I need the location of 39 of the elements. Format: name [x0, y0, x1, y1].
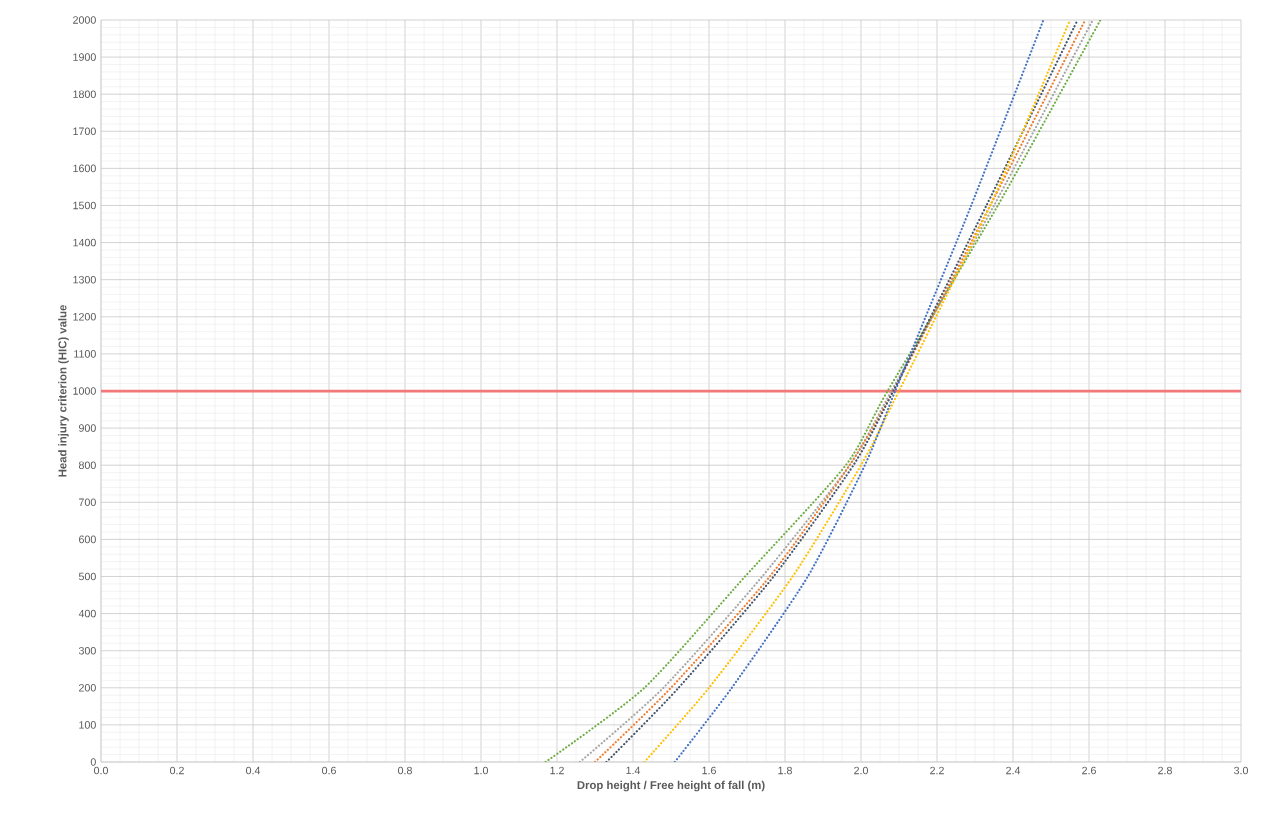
y-tick-label: 1200 — [73, 313, 96, 321]
y-tick-label: 500 — [78, 572, 96, 581]
x-tick-label: 1.8 — [778, 766, 792, 775]
x-tick-label: 1.4 — [626, 766, 641, 775]
x-tick-label: 1.6 — [702, 766, 716, 775]
x-tick-label: 2.2 — [930, 766, 944, 775]
y-tick-label: 2000 — [73, 16, 96, 24]
y-tick-label: 1100 — [74, 350, 96, 358]
y-tick-label: 1700 — [73, 127, 96, 136]
y-tick-label: 300 — [78, 646, 96, 655]
y-tick-label: 1500 — [73, 201, 96, 210]
y-tick-label: 900 — [79, 424, 96, 432]
y-axis-title: Head injury criterion (HIC) value — [58, 305, 69, 477]
x-tick-label: 2.8 — [1158, 766, 1172, 775]
y-tick-label: 200 — [79, 684, 96, 692]
x-tick-label: 0.4 — [246, 766, 261, 775]
x-tick-label: 0.0 — [94, 766, 109, 775]
y-tick-label: 1800 — [73, 90, 96, 98]
x-tick-label: 2.6 — [1082, 766, 1096, 775]
y-tick-label: 1400 — [73, 238, 96, 247]
y-tick-label: 1000 — [73, 387, 96, 395]
x-tick-label: 0.2 — [170, 766, 184, 775]
x-tick-label: 0.6 — [322, 766, 336, 775]
y-tick-label: 700 — [79, 498, 96, 507]
x-tick-label: 2.0 — [854, 766, 869, 775]
x-tick-label: 1.2 — [550, 766, 564, 775]
x-tick-label: 3.0 — [1233, 766, 1248, 775]
y-tick-label: 800 — [78, 461, 96, 469]
y-tick-label: 0 — [90, 758, 96, 766]
x-tick-label: 0.8 — [398, 766, 412, 775]
y-tick-label: 100 — [79, 721, 96, 729]
y-tick-label: 1600 — [73, 164, 96, 173]
y-tick-label: 600 — [79, 535, 96, 544]
y-tick-label: 1900 — [73, 53, 96, 61]
x-axis-title: Drop height / Free height of fall (m) — [577, 780, 765, 792]
y-tick-label: 1300 — [73, 275, 96, 284]
y-tick-label: 400 — [78, 609, 96, 618]
x-tick-label: 2.4 — [1006, 766, 1021, 775]
x-tick-label: 1.0 — [474, 766, 489, 775]
